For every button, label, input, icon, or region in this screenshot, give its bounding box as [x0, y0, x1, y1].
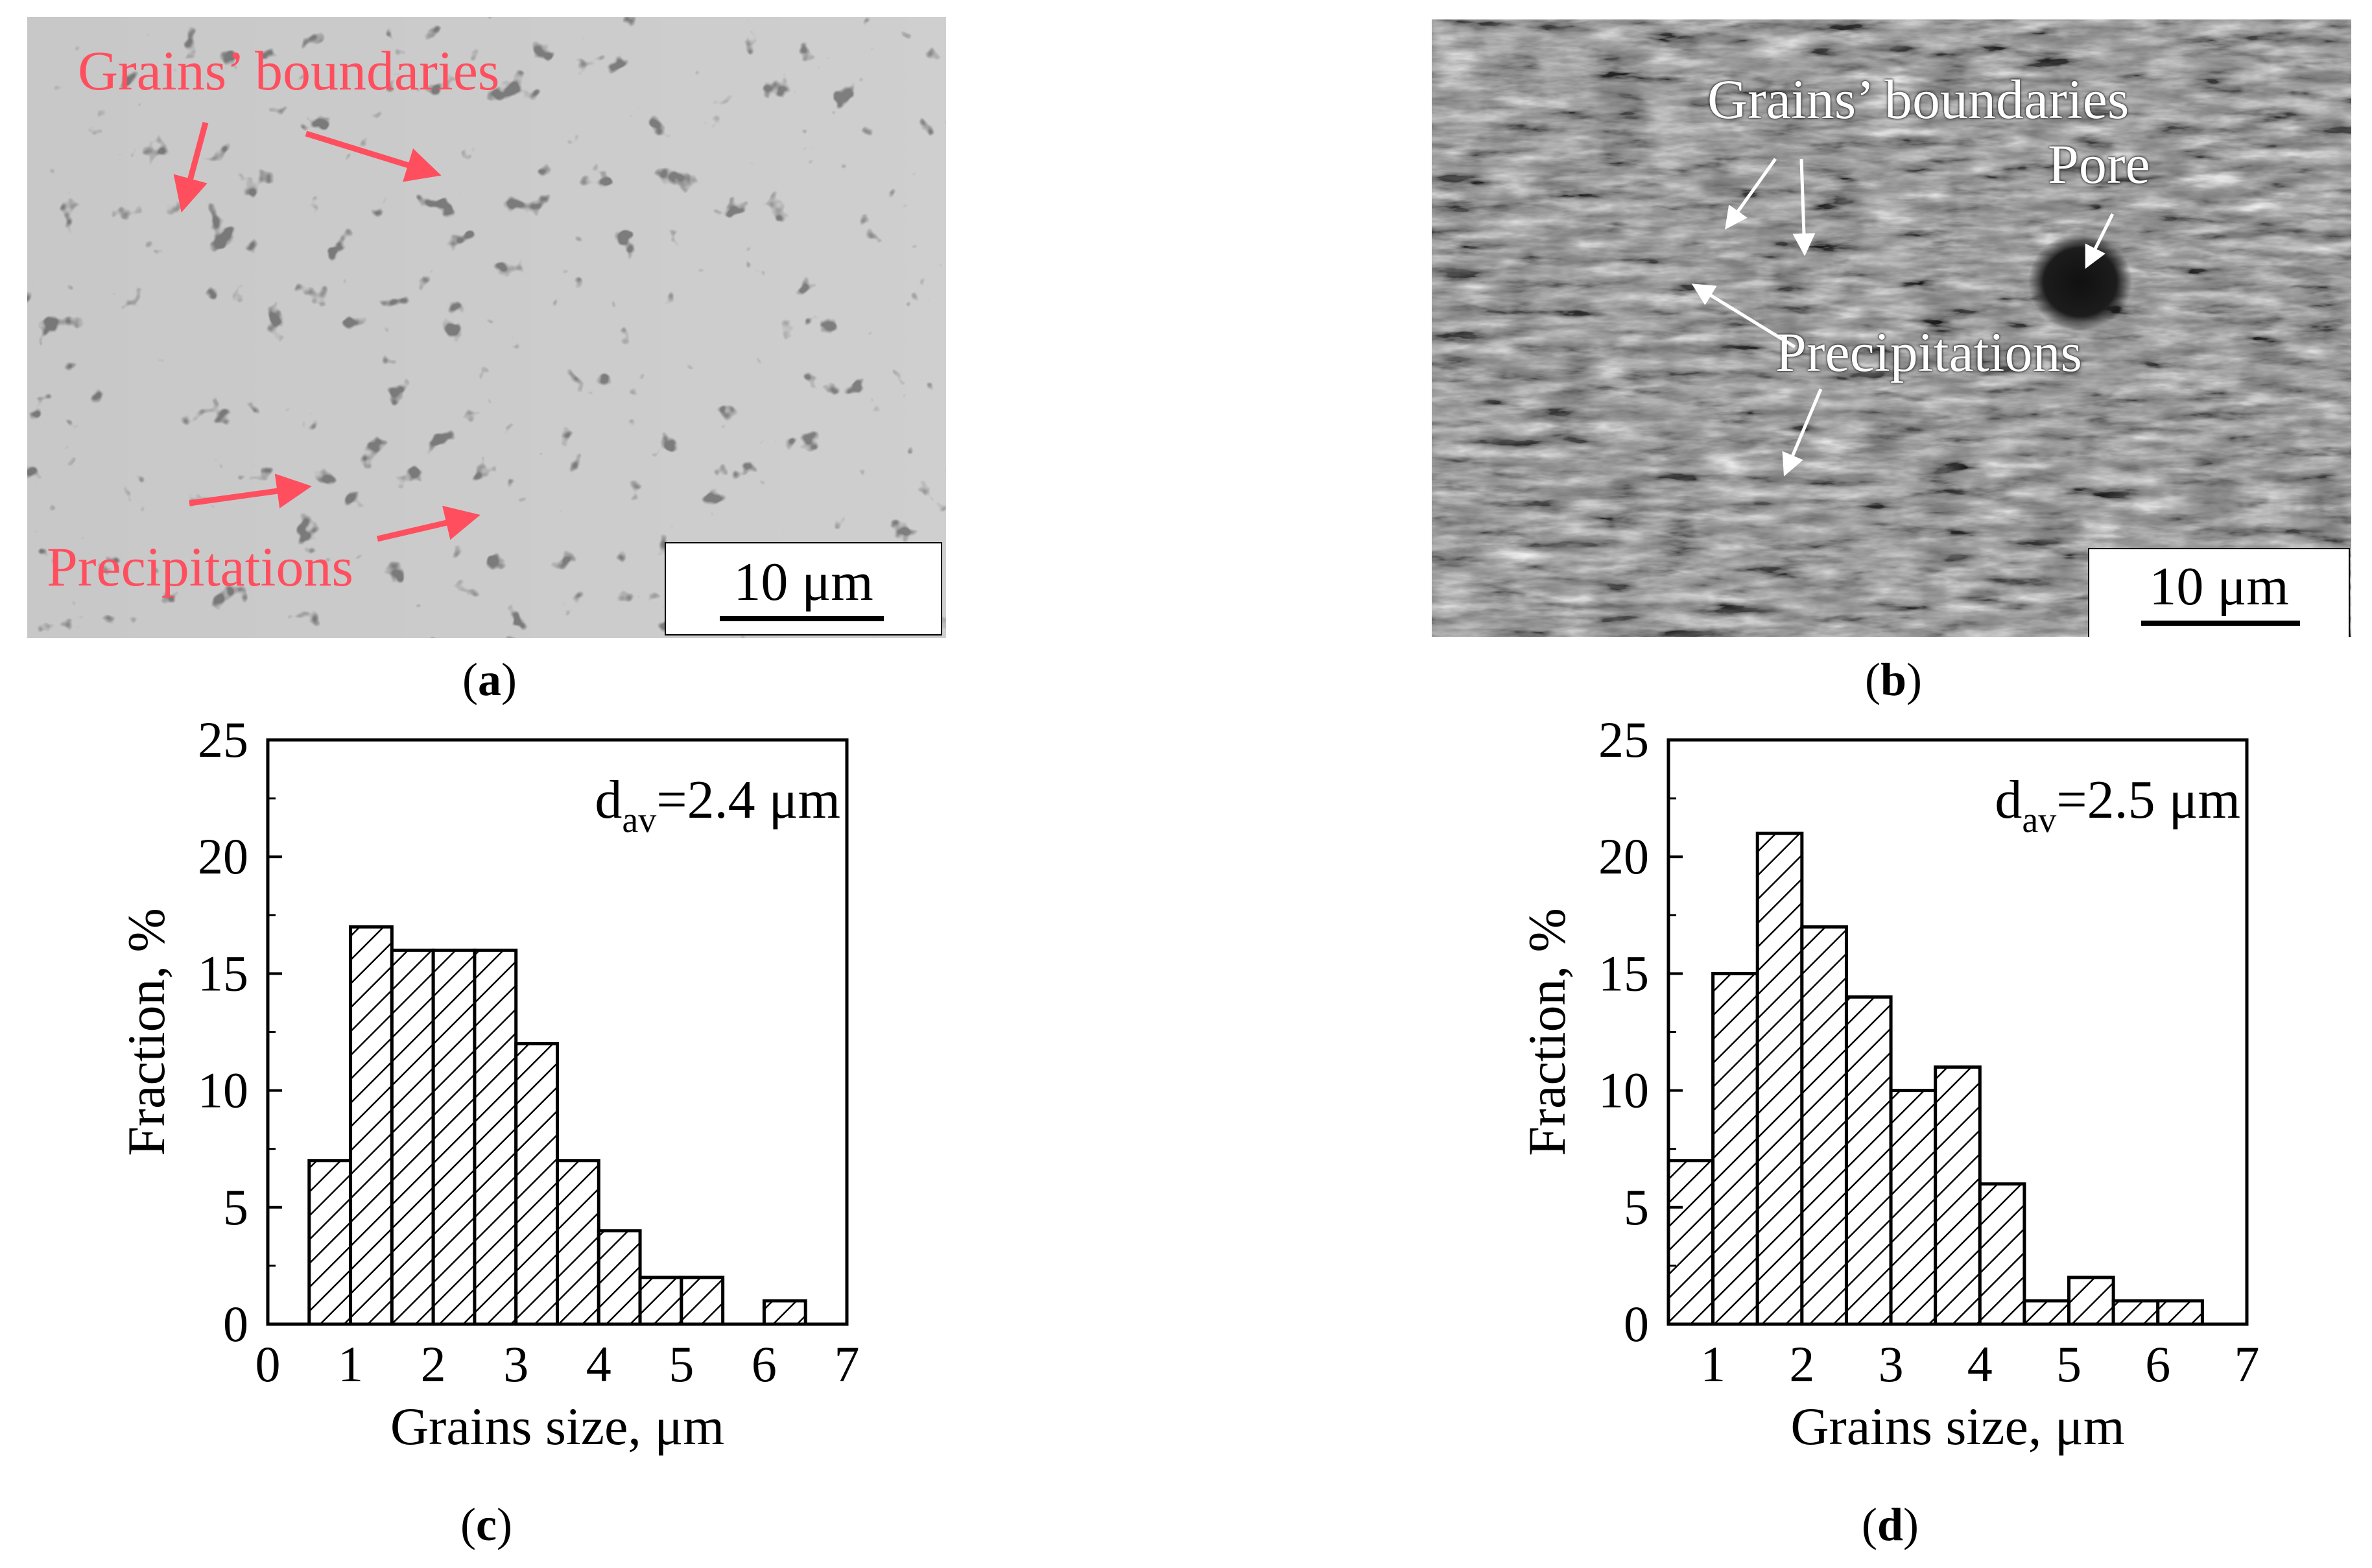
- scale-bar-label: 10 μm: [2149, 556, 2289, 617]
- y-tick-label: 5: [223, 1179, 248, 1235]
- scale-bar-line: [720, 616, 884, 621]
- x-tick-label: 4: [1967, 1336, 1993, 1392]
- histogram-bar: [473, 948, 518, 1326]
- y-tick-label: 15: [1598, 945, 1649, 1001]
- histogram-bar: [431, 948, 477, 1326]
- histogram-bar: [349, 925, 394, 1326]
- scale-bar-b: 10 μm: [2088, 548, 2350, 637]
- micrograph-b: 10 μm Grains’ boundaries Pore Precipitat…: [1432, 19, 2351, 637]
- x-tick-label: 6: [752, 1336, 777, 1392]
- histogram-bar: [1978, 1182, 2026, 1326]
- label-precipitations: Precipitations: [47, 536, 353, 598]
- label-grain-boundaries: Grains’ boundaries: [78, 40, 500, 102]
- histogram-bar: [1666, 1159, 1715, 1326]
- average-size-annotation: dav=2.5 μm: [1995, 770, 2240, 840]
- histogram-d: 1 2 3 4 5 6 7 0 5 10 15 20 25 Grains size, μm Fraction…: [1517, 713, 2260, 1456]
- histogram-bar: [680, 1276, 725, 1326]
- caption-d: (d): [1861, 1499, 1919, 1550]
- histogram-c: 0 1 2 3 4 5 6 7 0 5 10 15 20 25 Grains size, μm Fractio…: [117, 713, 860, 1456]
- caption-c: (c): [460, 1499, 512, 1550]
- histogram-bar: [1755, 831, 1804, 1326]
- histogram-bar: [2067, 1276, 2115, 1326]
- scale-bar-a: 10 μm: [665, 542, 942, 636]
- histogram-bar: [2111, 1299, 2160, 1326]
- x-tick-label: 3: [1879, 1336, 1904, 1392]
- x-tick-label: 3: [503, 1336, 528, 1392]
- label-grain-boundaries: Grains’ boundaries: [1707, 68, 2129, 130]
- y-tick-label: 10: [198, 1062, 248, 1119]
- x-tick-label: 5: [669, 1336, 694, 1392]
- histogram-bar: [307, 1159, 353, 1326]
- y-tick-label: 5: [1624, 1179, 1649, 1235]
- caption-b: (b): [1864, 654, 1922, 706]
- x-tick-label: 1: [1700, 1336, 1726, 1392]
- y-tick-label: 20: [1598, 828, 1649, 885]
- histogram-bar: [1800, 925, 1848, 1326]
- histogram-bar: [1934, 1065, 1982, 1326]
- y-tick-label: 20: [198, 828, 248, 885]
- y-tick-label: 15: [198, 945, 248, 1001]
- annotation-arrows-b: [1691, 158, 2115, 477]
- x-tick-label: 4: [586, 1336, 611, 1392]
- histogram-bar: [514, 1042, 560, 1326]
- x-tick-label: 2: [1789, 1336, 1814, 1392]
- micrograph-b-texture: [1432, 19, 2351, 637]
- panel-d: 1 2 3 4 5 6 7 0 5 10 15 20 25 Grains size, μm Fraction…: [1394, 713, 2372, 1568]
- x-tick-label: 2: [421, 1336, 446, 1392]
- annotation-arrows-a: [173, 121, 480, 542]
- x-tick-label: 1: [338, 1336, 363, 1392]
- histogram-bar: [597, 1229, 642, 1326]
- pore-feature: [2028, 233, 2132, 331]
- panel-c: 0 1 2 3 4 5 6 7 0 5 10 15 20 25 Grains size, μm Fractio…: [0, 713, 1038, 1568]
- panel-a: 10 μm Grains’ boundaries Precipitations …: [0, 0, 1005, 726]
- micrograph-a-texture: [27, 17, 946, 638]
- label-precipitations: Precipitations: [1775, 321, 2082, 383]
- y-tick-label: 25: [198, 713, 248, 768]
- x-tick-label: 5: [2056, 1336, 2081, 1392]
- label-pore: Pore: [2048, 133, 2150, 195]
- micrograph-a: 10 μm Grains’ boundaries Precipitations: [27, 17, 946, 638]
- y-tick-label: 0: [223, 1296, 248, 1352]
- x-tick-label: 7: [2235, 1336, 2260, 1392]
- x-tick-label: 7: [835, 1336, 860, 1392]
- histogram-bar: [1844, 995, 1893, 1326]
- x-tick-label: 0: [255, 1336, 281, 1392]
- caption-a: (a): [462, 654, 517, 706]
- histogram-bar: [762, 1299, 807, 1326]
- histogram-bar: [2156, 1299, 2204, 1326]
- histogram-bar: [1889, 1089, 1938, 1326]
- histogram-bar: [390, 948, 435, 1326]
- y-axis-label: Fraction, %: [1517, 908, 1576, 1156]
- scale-bar-label: 10 μm: [733, 552, 873, 612]
- histogram-bar: [638, 1276, 683, 1326]
- average-size-annotation: dav=2.4 μm: [595, 770, 840, 840]
- y-tick-label: 0: [1624, 1296, 1649, 1352]
- y-tick-label: 10: [1598, 1062, 1649, 1119]
- panel-b: 10 μm Grains’ boundaries Pore Precipitat…: [1420, 0, 2372, 726]
- histogram-bar: [556, 1159, 600, 1326]
- histogram-bar: [1711, 971, 1759, 1326]
- y-tick-label: 25: [1598, 713, 1649, 768]
- y-axis-label: Fraction, %: [117, 908, 176, 1156]
- scale-bar-line: [2141, 621, 2300, 626]
- x-axis-label: Grains size, μm: [390, 1397, 724, 1456]
- histogram-bar: [2022, 1299, 2071, 1326]
- x-tick-label: 6: [2145, 1336, 2170, 1392]
- x-axis-label: Grains size, μm: [1790, 1397, 2124, 1456]
